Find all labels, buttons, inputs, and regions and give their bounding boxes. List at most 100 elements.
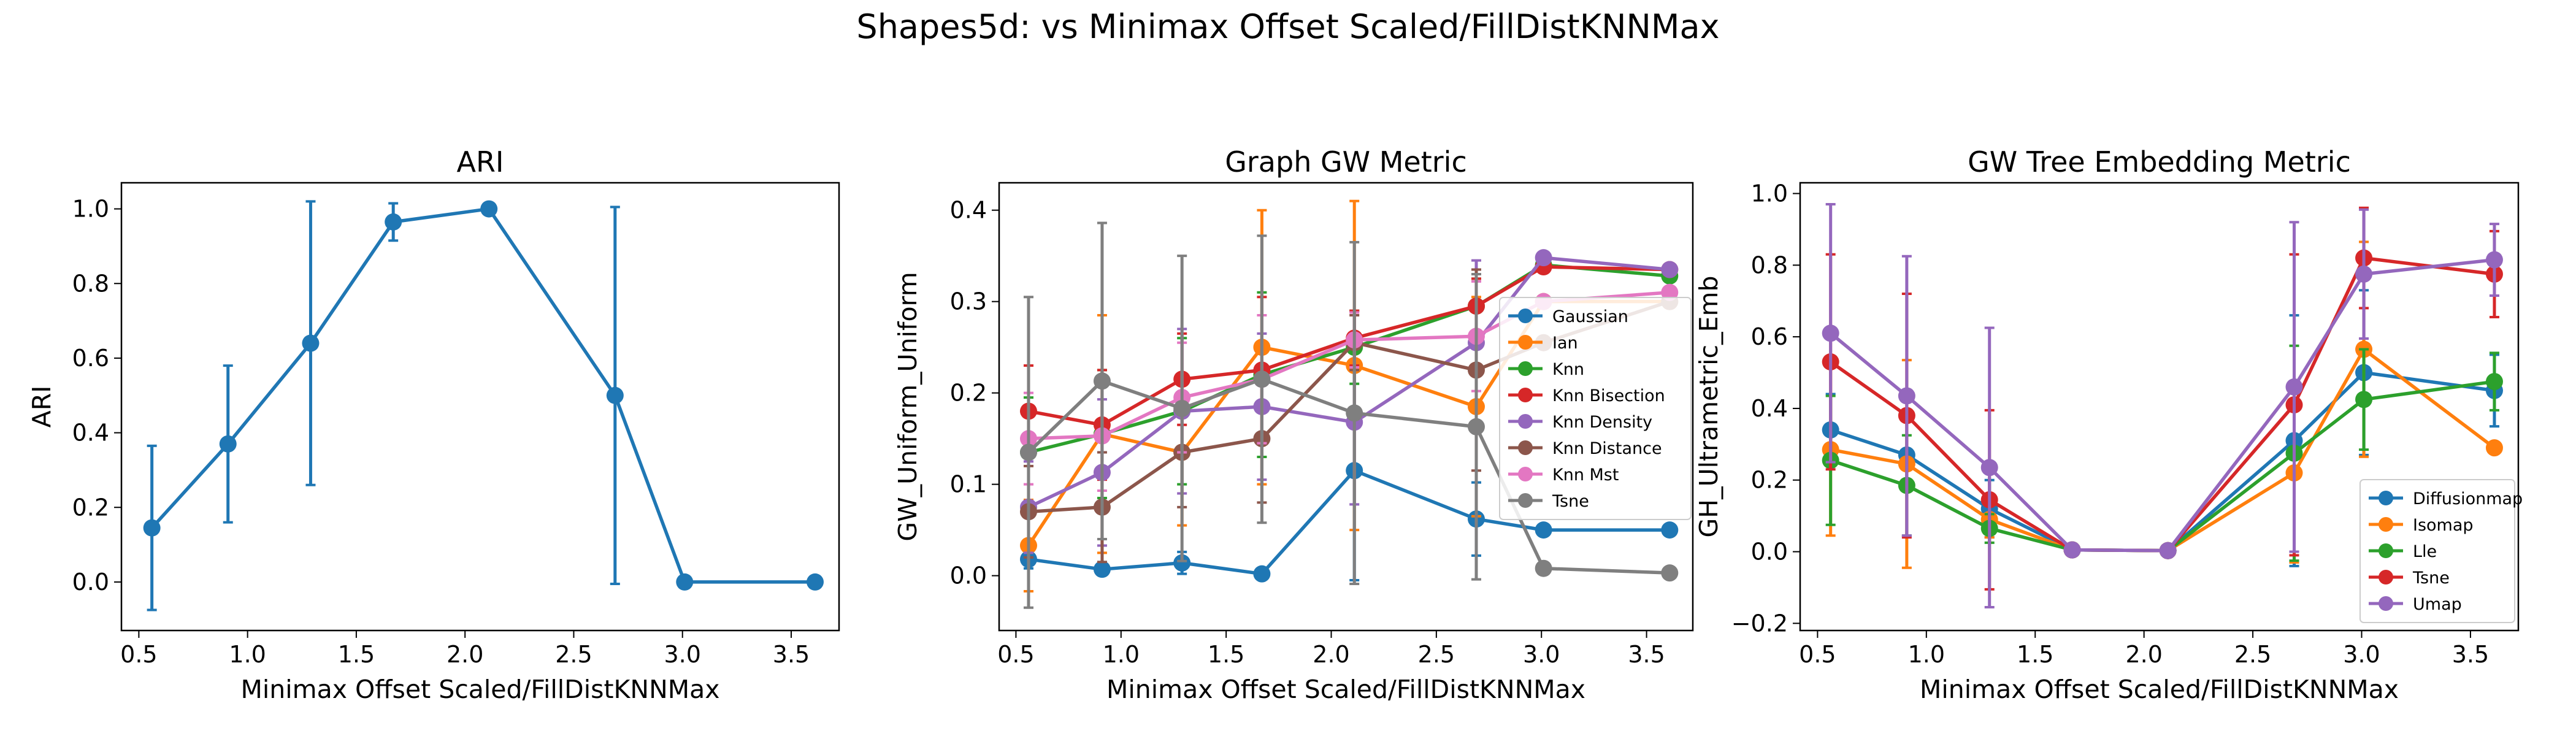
legend-marker xyxy=(2379,543,2393,558)
x-tick-label: 3.0 xyxy=(2343,641,2380,668)
y-tick-label: 0.8 xyxy=(72,270,109,297)
data-point xyxy=(1535,559,1552,577)
axes-frame xyxy=(120,182,840,632)
plot-area xyxy=(143,200,824,611)
data-point xyxy=(1661,261,1679,278)
y-tick-label: 0.6 xyxy=(1751,323,1788,350)
x-tick-label: 0.5 xyxy=(120,641,157,668)
data-point xyxy=(807,573,824,591)
legend-box xyxy=(2359,479,2515,623)
figure-suptitle: Shapes5d: vs Minimax Offset Scaled/FillD… xyxy=(856,7,1719,46)
data-point xyxy=(2485,439,2503,457)
legend-marker xyxy=(2379,596,2393,611)
legend-label: Knn Distance xyxy=(1552,439,1662,458)
plot-area xyxy=(1822,203,2503,609)
legend-marker xyxy=(1518,335,1533,350)
data-point xyxy=(1535,521,1552,539)
legend: Diffusionmap Isomap Lle Tsne Umap xyxy=(2359,479,2523,623)
axes-frame xyxy=(998,182,1694,632)
legend-marker xyxy=(1518,467,1533,481)
data-point xyxy=(2485,373,2503,391)
data-point xyxy=(302,334,320,352)
x-tick-label: 1.0 xyxy=(1908,641,1945,668)
y-tick-label: 0.2 xyxy=(950,380,987,407)
panel-title: Graph GW Metric xyxy=(1225,145,1466,178)
y-axis-label: ARI xyxy=(27,386,56,428)
legend-label: Isomap xyxy=(2413,516,2474,535)
data-point xyxy=(1019,443,1037,461)
data-point xyxy=(1346,404,1363,422)
x-axis-label: Minimax Offset Scaled/FillDistKNNMax xyxy=(1106,675,1585,704)
legend-box xyxy=(1499,297,1692,520)
y-tick-label: 0.1 xyxy=(950,471,987,498)
series-series-0 xyxy=(143,200,824,611)
legend-marker xyxy=(1518,388,1533,402)
x-tick-label: 3.0 xyxy=(1523,641,1560,668)
x-axis-label: Minimax Offset Scaled/FillDistKNNMax xyxy=(1920,675,2399,704)
legend-marker xyxy=(2379,570,2393,585)
panel-graph-gw-metric: Graph GW Metric 0.5 1.0 1.5 2.0 2.5 3.0 3.5 0.0 0… xyxy=(893,145,1694,704)
y-tick-label: 0.0 xyxy=(72,569,109,596)
y-axis-label: GH_Ultrametric_Emb xyxy=(1694,276,1723,538)
x-tick-label: 3.5 xyxy=(2452,641,2489,668)
legend-label: Knn Density xyxy=(1552,413,1652,432)
x-tick-label: 3.5 xyxy=(1628,641,1665,668)
x-axis-label: Minimax Offset Scaled/FillDistKNNMax xyxy=(240,675,719,704)
legend-marker xyxy=(1518,493,1533,508)
panel-title: ARI xyxy=(457,145,504,178)
data-point xyxy=(1467,418,1485,435)
legend-label: Knn xyxy=(1552,360,1584,379)
x-tick-label: 0.5 xyxy=(1799,641,1836,668)
data-point xyxy=(480,200,498,218)
legend-label: Tsne xyxy=(2412,569,2450,588)
data-point xyxy=(2159,542,2177,559)
plot-area xyxy=(1019,199,1679,609)
x-tick-label: 2.5 xyxy=(1418,641,1455,668)
y-tick-label: 0.3 xyxy=(950,288,987,315)
legend-marker xyxy=(2379,491,2393,505)
data-point xyxy=(1661,283,1679,301)
x-tick-label: 1.5 xyxy=(338,641,375,668)
x-tick-label: 2.0 xyxy=(1313,641,1349,668)
data-point xyxy=(1980,459,1998,477)
x-tick-label: 1.0 xyxy=(1103,641,1140,668)
data-point xyxy=(385,213,402,231)
x-tick-label: 2.5 xyxy=(2234,641,2271,668)
data-point xyxy=(1253,565,1271,583)
panel-title: GW Tree Embedding Metric xyxy=(1968,145,2351,178)
x-tick-label: 1.0 xyxy=(229,641,266,668)
y-tick-label: 0.0 xyxy=(950,562,987,589)
data-point xyxy=(2485,251,2503,269)
series-line xyxy=(1027,256,1670,509)
panel-gw-tree-embedding-metric: GW Tree Embedding Metric 0.5 1.0 1.5 2.0 2.5 3… xyxy=(1694,145,2523,704)
legend-marker xyxy=(1518,414,1533,429)
y-tick-label: 0.4 xyxy=(72,420,109,447)
legend-marker xyxy=(1518,309,1533,323)
y-tick-label: 0.8 xyxy=(1751,251,1788,278)
data-point xyxy=(1173,554,1191,572)
x-tick-label: 3.0 xyxy=(664,641,701,668)
data-point xyxy=(219,435,237,453)
legend-label: Knn Mst xyxy=(1552,466,1619,485)
data-point xyxy=(2355,265,2373,283)
legend-label: Tsne xyxy=(1552,492,1589,511)
y-tick-label: 0.6 xyxy=(72,345,109,372)
y-tick-label: 1.0 xyxy=(1751,180,1788,207)
y-tick-label: 0.0 xyxy=(1751,539,1788,565)
x-tick-label: 2.0 xyxy=(447,641,483,668)
data-point xyxy=(2355,391,2373,408)
data-point xyxy=(143,519,161,537)
data-point xyxy=(1093,372,1111,390)
y-tick-label: 0.4 xyxy=(1751,395,1788,422)
legend-marker xyxy=(2379,517,2393,532)
axes-frame xyxy=(1799,182,2520,632)
legend-marker xyxy=(1518,361,1533,376)
y-tick-label: 0.2 xyxy=(72,494,109,521)
legend-marker xyxy=(1518,440,1533,455)
series-line xyxy=(1028,469,1670,576)
data-point xyxy=(1661,521,1679,539)
data-point xyxy=(1535,249,1552,267)
y-axis-label: GW_Uniform_Uniform xyxy=(893,272,922,541)
series-line xyxy=(150,207,815,584)
data-point xyxy=(1093,561,1111,578)
